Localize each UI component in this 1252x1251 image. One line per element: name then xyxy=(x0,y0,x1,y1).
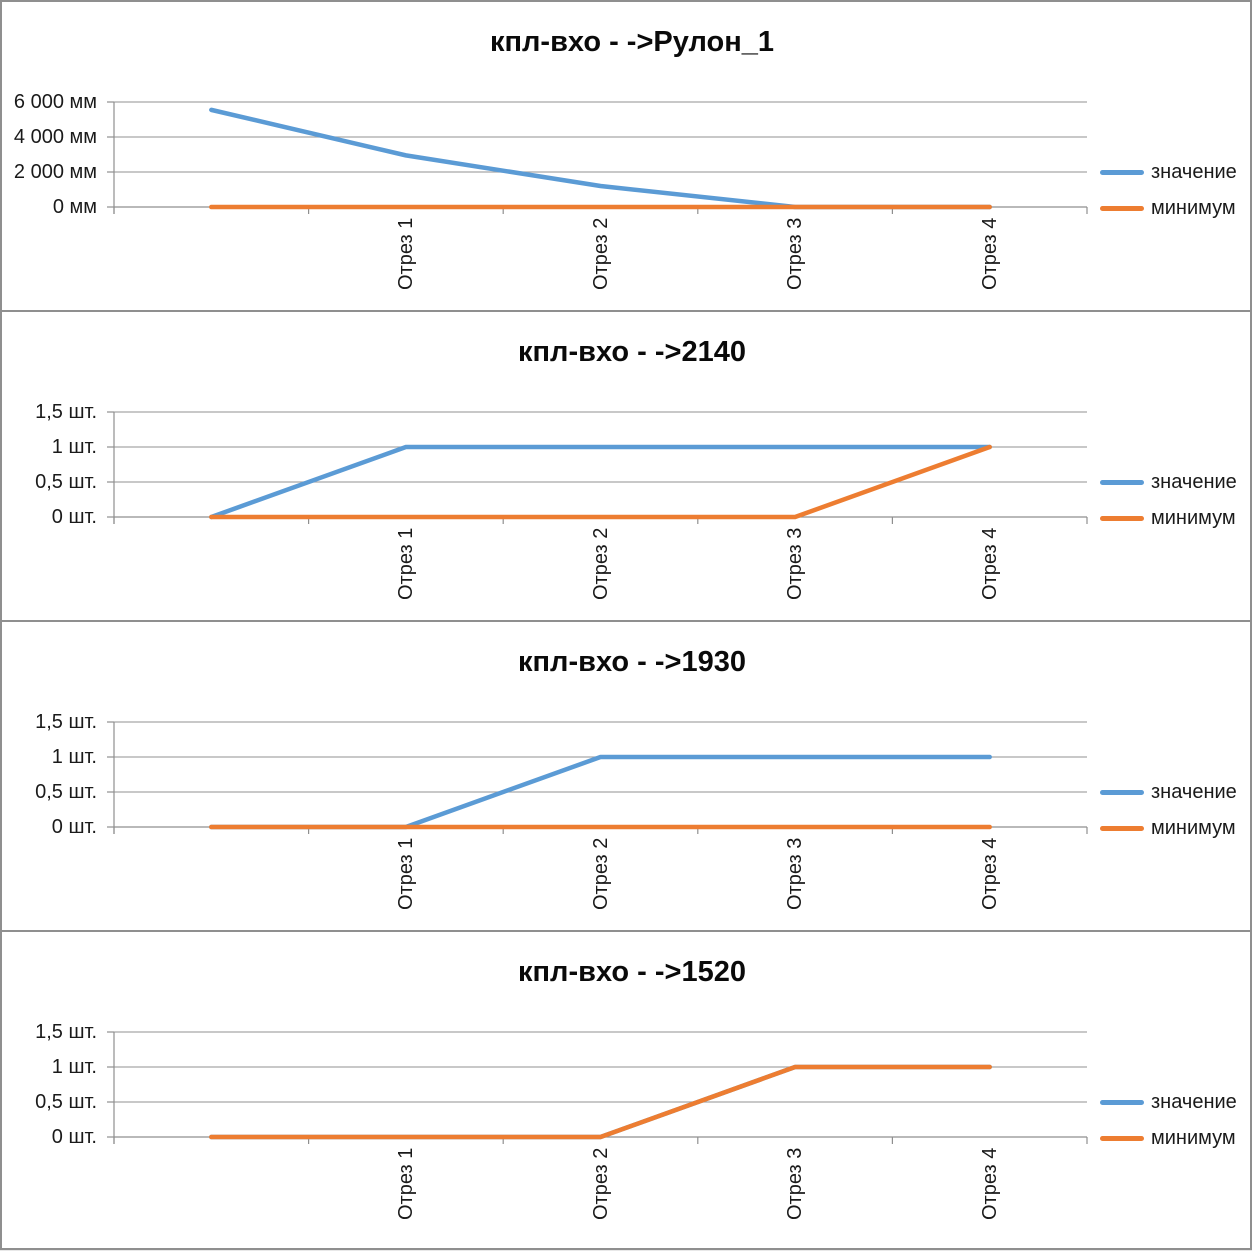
y-tick-label: 1,5 шт. xyxy=(35,1021,97,1043)
x-category-label: Отрез 1 xyxy=(394,1147,417,1220)
x-category-label: Отрез 3 xyxy=(784,217,807,290)
legend: значение минимум xyxy=(1100,471,1237,543)
x-category-label: Отрез 1 xyxy=(394,837,417,910)
x-category-label: Отрез 2 xyxy=(589,527,612,600)
plot-area xyxy=(107,101,1088,214)
y-tick-label: 4 000 мм xyxy=(13,126,97,148)
value-series-line-swatch xyxy=(1100,789,1144,795)
min-series-line-swatch xyxy=(1100,1135,1144,1141)
value-series-line-swatch xyxy=(1100,169,1144,175)
x-category-label: Отрез 3 xyxy=(784,1147,807,1220)
value-series-line xyxy=(209,107,992,210)
y-tick-label: 1 шт. xyxy=(51,1056,97,1078)
x-category-label: Отрез 3 xyxy=(784,837,807,910)
legend-label-minimum: минимум xyxy=(1151,196,1236,219)
legend: значение минимум xyxy=(1100,781,1237,853)
min-series-line-swatch xyxy=(1100,825,1144,831)
legend-item-minimum: минимум xyxy=(1100,1127,1237,1149)
chart-panel-1930: кпл-вхо - ->1930 0 шт. 0,5 шт. 1 шт. 1,5 шт… xyxy=(2,622,1250,932)
y-tick-label: 0 мм xyxy=(52,196,97,218)
legend-label-value: значение xyxy=(1151,470,1237,493)
y-tick-label: 2 000 мм xyxy=(13,161,97,183)
y-tick-label: 6 000 мм xyxy=(13,91,97,113)
chart-panel-rulon-1: кпл-вхо - ->Рулон_1 0 мм 2 000 мм 4 000 мм… xyxy=(2,2,1250,312)
plot-area xyxy=(107,411,1088,524)
min-series-line-swatch xyxy=(1100,515,1144,521)
x-category-label: Отрез 4 xyxy=(978,837,1001,910)
legend-item-value: значение xyxy=(1100,1091,1237,1113)
value-series-line xyxy=(209,444,992,520)
x-category-label: Отрез 1 xyxy=(394,217,417,290)
plot-area xyxy=(107,1031,1088,1144)
legend-item-minimum: минимум xyxy=(1100,197,1237,219)
y-tick-label: 0,5 шт. xyxy=(35,1091,97,1113)
legend-label-value: значение xyxy=(1151,160,1237,183)
legend-item-value: значение xyxy=(1100,781,1237,803)
plot-area xyxy=(107,721,1088,834)
chart-title: кпл-вхо - ->1930 xyxy=(518,646,746,678)
y-tick-label: 1,5 шт. xyxy=(35,401,97,423)
legend-label-minimum: минимум xyxy=(1151,1126,1236,1149)
y-tick-label: 0 шт. xyxy=(51,506,97,528)
x-category-label: Отрез 4 xyxy=(978,1147,1001,1220)
x-category-label: Отрез 2 xyxy=(589,837,612,910)
legend-label-value: значение xyxy=(1151,780,1237,803)
value-series-line-swatch xyxy=(1100,1099,1144,1105)
y-tick-label: 0,5 шт. xyxy=(35,781,97,803)
legend-item-value: значение xyxy=(1100,471,1237,493)
y-tick-label: 1,5 шт. xyxy=(35,711,97,733)
legend-label-minimum: минимум xyxy=(1151,506,1236,529)
legend: значение минимум xyxy=(1100,161,1237,233)
x-category-label: Отрез 2 xyxy=(589,1147,612,1220)
chart-title: кпл-вхо - ->2140 xyxy=(518,336,746,368)
y-tick-label: 1 шт. xyxy=(51,436,97,458)
value-series-line-swatch xyxy=(1100,479,1144,485)
legend-item-value: значение xyxy=(1100,161,1237,183)
y-tick-label: 0,5 шт. xyxy=(35,471,97,493)
x-category-label: Отрез 4 xyxy=(978,217,1001,290)
chart-panel-2140: кпл-вхо - ->2140 0 шт. 0,5 шт. 1 шт. 1,5 шт… xyxy=(2,312,1250,622)
legend-label-minimum: минимум xyxy=(1151,816,1236,839)
x-category-label: Отрез 3 xyxy=(784,527,807,600)
y-tick-label: 0 шт. xyxy=(51,816,97,838)
legend: значение минимум xyxy=(1100,1091,1237,1163)
minimum-series-line xyxy=(209,444,992,520)
legend-item-minimum: минимум xyxy=(1100,507,1237,529)
legend-label-value: значение xyxy=(1151,1090,1237,1113)
x-category-label: Отрез 2 xyxy=(589,217,612,290)
chart-title: кпл-вхо - ->Рулон_1 xyxy=(489,26,775,58)
x-category-label: Отрез 1 xyxy=(394,527,417,600)
x-category-label: Отрез 4 xyxy=(978,527,1001,600)
chart-title: кпл-вхо - ->1520 xyxy=(518,956,746,988)
min-series-line-swatch xyxy=(1100,205,1144,211)
minimum-series-line xyxy=(209,1064,992,1140)
y-tick-label: 0 шт. xyxy=(51,1126,97,1148)
y-tick-label: 1 шт. xyxy=(51,746,97,768)
legend-item-minimum: минимум xyxy=(1100,817,1237,839)
chart-panel-1520: кпл-вхо - ->1520 0 шт. 0,5 шт. 1 шт. 1,5 шт… xyxy=(2,932,1250,1242)
